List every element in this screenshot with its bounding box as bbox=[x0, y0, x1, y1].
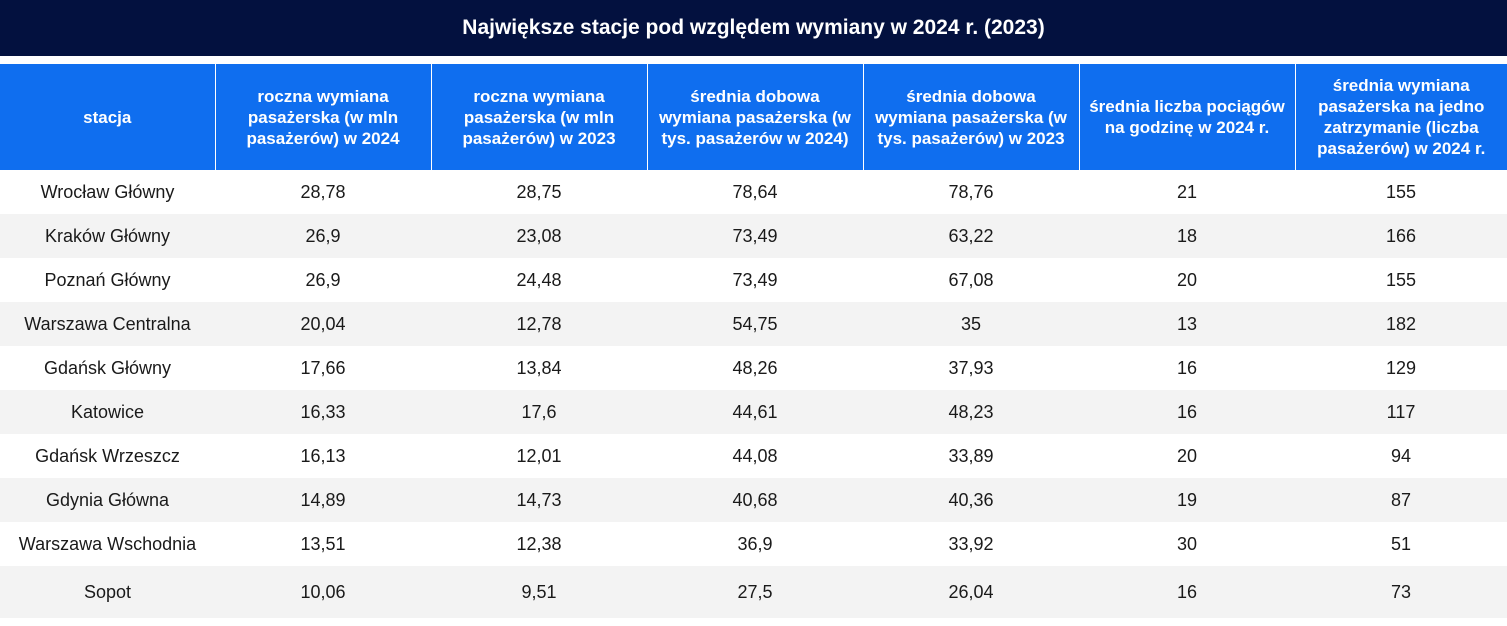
table-header: stacja roczna wymiana pasażerska (w mln … bbox=[0, 64, 1507, 170]
cell-exchange-per-stop: 166 bbox=[1295, 214, 1507, 258]
cell-annual-2024: 13,51 bbox=[215, 522, 431, 566]
cell-station: Warszawa Wschodnia bbox=[0, 522, 215, 566]
cell-station: Gdynia Główna bbox=[0, 478, 215, 522]
cell-station: Gdańsk Wrzeszcz bbox=[0, 434, 215, 478]
cell-annual-2023: 9,51 bbox=[431, 566, 647, 618]
cell-trains-per-hour: 20 bbox=[1079, 434, 1295, 478]
column-header-exchange-per-stop: średnia wymiana pasażerska na jedno zatr… bbox=[1295, 64, 1507, 170]
cell-daily-2024: 44,08 bbox=[647, 434, 863, 478]
cell-station: Poznań Główny bbox=[0, 258, 215, 302]
column-header-daily-2023: średnia dobowa wymiana pasażerska (w tys… bbox=[863, 64, 1080, 170]
cell-trains-per-hour: 16 bbox=[1079, 566, 1295, 618]
cell-station: Gdańsk Główny bbox=[0, 346, 215, 390]
table-row: Warszawa Wschodnia 13,51 12,38 36,9 33,92 30 5… bbox=[0, 522, 1507, 566]
stations-table: stacja roczna wymiana pasażerska (w mln … bbox=[0, 64, 1507, 618]
table-title-bar: Największe stacje pod względem wymiany w… bbox=[0, 0, 1507, 64]
table-title: Największe stacje pod względem wymiany w… bbox=[462, 16, 1045, 39]
cell-annual-2024: 10,06 bbox=[215, 566, 431, 618]
cell-daily-2023: 33,92 bbox=[863, 522, 1079, 566]
cell-exchange-per-stop: 51 bbox=[1295, 522, 1507, 566]
cell-annual-2023: 12,01 bbox=[431, 434, 647, 478]
cell-daily-2024: 73,49 bbox=[647, 214, 863, 258]
cell-exchange-per-stop: 129 bbox=[1295, 346, 1507, 390]
cell-daily-2023: 48,23 bbox=[863, 390, 1079, 434]
cell-annual-2023: 14,73 bbox=[431, 478, 647, 522]
cell-annual-2024: 14,89 bbox=[215, 478, 431, 522]
cell-annual-2023: 12,78 bbox=[431, 302, 647, 346]
column-header-trains-per-hour: średnia liczba pociągów na godzinę w 202… bbox=[1079, 64, 1296, 170]
cell-daily-2024: 36,9 bbox=[647, 522, 863, 566]
cell-daily-2024: 78,64 bbox=[647, 170, 863, 214]
table-row: Warszawa Centralna 20,04 12,78 54,75 35 13 182 bbox=[0, 302, 1507, 346]
column-header-station: stacja bbox=[0, 64, 216, 170]
cell-annual-2023: 28,75 bbox=[431, 170, 647, 214]
cell-daily-2024: 44,61 bbox=[647, 390, 863, 434]
cell-daily-2023: 33,89 bbox=[863, 434, 1079, 478]
cell-annual-2024: 26,9 bbox=[215, 214, 431, 258]
cell-trains-per-hour: 20 bbox=[1079, 258, 1295, 302]
cell-daily-2023: 26,04 bbox=[863, 566, 1079, 618]
cell-annual-2023: 17,6 bbox=[431, 390, 647, 434]
cell-daily-2024: 73,49 bbox=[647, 258, 863, 302]
table-row: Gdynia Główna 14,89 14,73 40,68 40,36 19 87 bbox=[0, 478, 1507, 522]
cell-trains-per-hour: 13 bbox=[1079, 302, 1295, 346]
table-row: Kraków Główny 26,9 23,08 73,49 63,22 18 166 bbox=[0, 214, 1507, 258]
column-header-daily-2024: średnia dobowa wymiana pasażerska (w tys… bbox=[647, 64, 864, 170]
cell-daily-2023: 63,22 bbox=[863, 214, 1079, 258]
table-row: Sopot 10,06 9,51 27,5 26,04 16 73 bbox=[0, 566, 1507, 618]
cell-station: Warszawa Centralna bbox=[0, 302, 215, 346]
cell-trains-per-hour: 16 bbox=[1079, 390, 1295, 434]
cell-daily-2024: 40,68 bbox=[647, 478, 863, 522]
cell-annual-2023: 13,84 bbox=[431, 346, 647, 390]
cell-station: Katowice bbox=[0, 390, 215, 434]
cell-trains-per-hour: 18 bbox=[1079, 214, 1295, 258]
cell-daily-2023: 35 bbox=[863, 302, 1079, 346]
cell-trains-per-hour: 19 bbox=[1079, 478, 1295, 522]
cell-annual-2024: 20,04 bbox=[215, 302, 431, 346]
column-header-annual-2023: roczna wymiana pasażerska (w mln pasażer… bbox=[431, 64, 648, 170]
cell-daily-2024: 54,75 bbox=[647, 302, 863, 346]
column-header-annual-2024: roczna wymiana pasażerska (w mln pasażer… bbox=[215, 64, 432, 170]
table-body: Wrocław Główny 28,78 28,75 78,64 78,76 21 155 K… bbox=[0, 170, 1507, 618]
cell-annual-2024: 16,33 bbox=[215, 390, 431, 434]
cell-exchange-per-stop: 155 bbox=[1295, 258, 1507, 302]
cell-trains-per-hour: 21 bbox=[1079, 170, 1295, 214]
cell-daily-2023: 78,76 bbox=[863, 170, 1079, 214]
cell-annual-2024: 16,13 bbox=[215, 434, 431, 478]
cell-station: Kraków Główny bbox=[0, 214, 215, 258]
table-row: Wrocław Główny 28,78 28,75 78,64 78,76 21 155 bbox=[0, 170, 1507, 214]
cell-daily-2023: 67,08 bbox=[863, 258, 1079, 302]
cell-exchange-per-stop: 117 bbox=[1295, 390, 1507, 434]
cell-exchange-per-stop: 73 bbox=[1295, 566, 1507, 618]
cell-station: Sopot bbox=[0, 566, 215, 618]
cell-station: Wrocław Główny bbox=[0, 170, 215, 214]
cell-exchange-per-stop: 182 bbox=[1295, 302, 1507, 346]
cell-daily-2024: 48,26 bbox=[647, 346, 863, 390]
cell-annual-2023: 12,38 bbox=[431, 522, 647, 566]
cell-daily-2023: 37,93 bbox=[863, 346, 1079, 390]
header-row: stacja roczna wymiana pasażerska (w mln … bbox=[0, 64, 1507, 170]
cell-annual-2023: 24,48 bbox=[431, 258, 647, 302]
cell-trains-per-hour: 30 bbox=[1079, 522, 1295, 566]
cell-exchange-per-stop: 155 bbox=[1295, 170, 1507, 214]
table-row: Gdańsk Główny 17,66 13,84 48,26 37,93 16 129 bbox=[0, 346, 1507, 390]
cell-annual-2024: 26,9 bbox=[215, 258, 431, 302]
cell-exchange-per-stop: 94 bbox=[1295, 434, 1507, 478]
cell-annual-2024: 17,66 bbox=[215, 346, 431, 390]
cell-annual-2023: 23,08 bbox=[431, 214, 647, 258]
cell-exchange-per-stop: 87 bbox=[1295, 478, 1507, 522]
table-row: Katowice 16,33 17,6 44,61 48,23 16 117 bbox=[0, 390, 1507, 434]
cell-annual-2024: 28,78 bbox=[215, 170, 431, 214]
cell-daily-2023: 40,36 bbox=[863, 478, 1079, 522]
cell-trains-per-hour: 16 bbox=[1079, 346, 1295, 390]
table-row: Poznań Główny 26,9 24,48 73,49 67,08 20 155 bbox=[0, 258, 1507, 302]
cell-daily-2024: 27,5 bbox=[647, 566, 863, 618]
table-row: Gdańsk Wrzeszcz 16,13 12,01 44,08 33,89 20 94 bbox=[0, 434, 1507, 478]
